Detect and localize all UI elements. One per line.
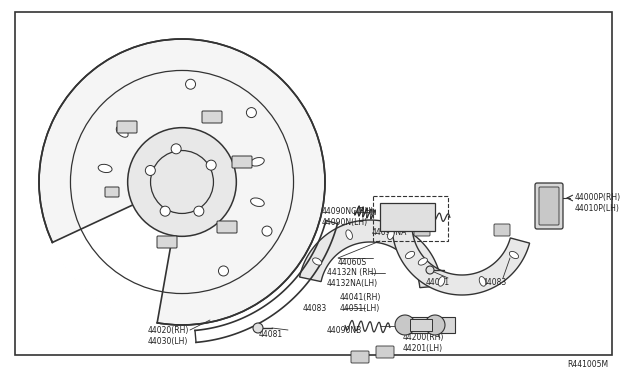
Text: 44020(RH): 44020(RH) bbox=[148, 326, 189, 335]
Ellipse shape bbox=[406, 251, 415, 259]
Ellipse shape bbox=[419, 258, 428, 265]
Ellipse shape bbox=[251, 157, 264, 166]
Text: 44132N (RH): 44132N (RH) bbox=[327, 268, 376, 277]
Bar bbox=[373, 196, 448, 241]
FancyBboxPatch shape bbox=[157, 236, 177, 248]
Ellipse shape bbox=[438, 276, 445, 286]
FancyBboxPatch shape bbox=[414, 224, 430, 236]
Ellipse shape bbox=[479, 276, 486, 286]
Ellipse shape bbox=[98, 164, 112, 173]
Text: 44200(RH): 44200(RH) bbox=[403, 333, 444, 342]
FancyBboxPatch shape bbox=[217, 221, 237, 233]
Ellipse shape bbox=[346, 230, 353, 240]
Text: 44090N(LH): 44090N(LH) bbox=[322, 218, 368, 227]
FancyBboxPatch shape bbox=[539, 187, 559, 225]
Text: 44000P(RH): 44000P(RH) bbox=[575, 193, 621, 202]
Text: 44081: 44081 bbox=[426, 278, 450, 287]
Polygon shape bbox=[300, 220, 442, 288]
Circle shape bbox=[425, 315, 445, 335]
Circle shape bbox=[39, 39, 325, 325]
FancyBboxPatch shape bbox=[105, 187, 119, 197]
Text: 44090NB: 44090NB bbox=[327, 326, 362, 335]
Polygon shape bbox=[392, 230, 530, 295]
Text: 44030(LH): 44030(LH) bbox=[148, 337, 188, 346]
Bar bbox=[400, 317, 455, 333]
FancyBboxPatch shape bbox=[351, 351, 369, 363]
Circle shape bbox=[127, 128, 236, 236]
FancyBboxPatch shape bbox=[376, 346, 394, 358]
Ellipse shape bbox=[312, 258, 322, 265]
FancyBboxPatch shape bbox=[117, 121, 137, 133]
Text: R441005M: R441005M bbox=[567, 360, 608, 369]
FancyBboxPatch shape bbox=[535, 183, 563, 229]
Circle shape bbox=[426, 266, 434, 274]
Ellipse shape bbox=[116, 126, 128, 137]
Circle shape bbox=[246, 108, 257, 118]
Text: 44081: 44081 bbox=[259, 330, 283, 339]
Circle shape bbox=[171, 144, 181, 154]
Wedge shape bbox=[51, 182, 182, 325]
Text: 44010P(LH): 44010P(LH) bbox=[575, 204, 620, 213]
FancyBboxPatch shape bbox=[494, 224, 510, 236]
Text: 44051(LH): 44051(LH) bbox=[340, 304, 380, 313]
Ellipse shape bbox=[251, 198, 264, 206]
Circle shape bbox=[262, 226, 272, 236]
Text: 44083: 44083 bbox=[303, 304, 327, 313]
Circle shape bbox=[206, 160, 216, 170]
Circle shape bbox=[145, 166, 156, 176]
Circle shape bbox=[253, 323, 263, 333]
Ellipse shape bbox=[388, 230, 394, 240]
Text: 44041(RH): 44041(RH) bbox=[340, 293, 381, 302]
Circle shape bbox=[395, 315, 415, 335]
Circle shape bbox=[194, 206, 204, 216]
FancyBboxPatch shape bbox=[232, 156, 252, 168]
Bar bbox=[410, 319, 432, 331]
Ellipse shape bbox=[509, 251, 518, 259]
Text: 44060S: 44060S bbox=[338, 258, 367, 267]
Bar bbox=[380, 203, 435, 231]
Text: 44201(LH): 44201(LH) bbox=[403, 344, 443, 353]
Text: 44132NA(LH): 44132NA(LH) bbox=[327, 279, 378, 288]
Text: 44090NC(RH): 44090NC(RH) bbox=[322, 207, 374, 216]
Text: 44090NA: 44090NA bbox=[372, 228, 408, 237]
Circle shape bbox=[218, 266, 228, 276]
Polygon shape bbox=[77, 75, 287, 168]
Circle shape bbox=[186, 79, 196, 89]
FancyBboxPatch shape bbox=[202, 111, 222, 123]
Circle shape bbox=[160, 206, 170, 216]
Polygon shape bbox=[77, 196, 283, 289]
Text: 44083: 44083 bbox=[483, 278, 508, 287]
